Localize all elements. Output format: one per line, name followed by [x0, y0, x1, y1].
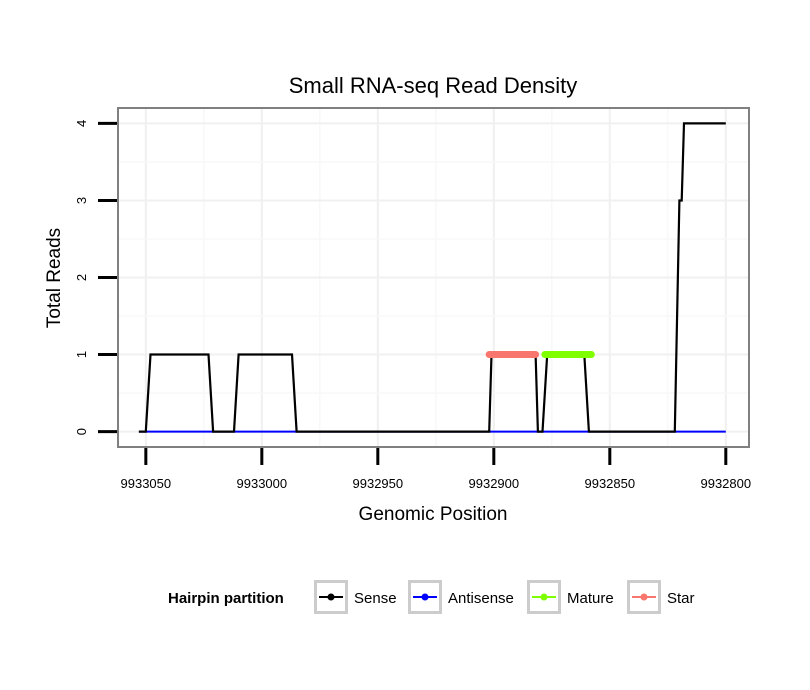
- x-tick-label: 9933000: [237, 476, 288, 491]
- y-tick-label: 4: [74, 120, 89, 127]
- x-tick-label: 9933050: [121, 476, 172, 491]
- y-tick-label: 1: [74, 351, 89, 358]
- plot-panel: [117, 107, 750, 448]
- chart-title: Small RNA-seq Read Density: [289, 73, 578, 98]
- y-tick-label: 0: [74, 428, 89, 435]
- legend-label: Star: [667, 590, 695, 607]
- x-tick-label: 9932850: [584, 476, 635, 491]
- legend-item-star: Star: [627, 580, 695, 614]
- legend-item-mature: Mature: [527, 580, 614, 614]
- legend-title: Hairpin partition: [168, 590, 284, 607]
- y-tick-label: 3: [74, 197, 89, 204]
- legend-item-antisense: Antisense: [408, 580, 514, 614]
- x-tick-label: 9932950: [353, 476, 404, 491]
- series-layer: [138, 122, 726, 433]
- y-tick-label: 2: [74, 274, 89, 281]
- legend-key-point: [421, 593, 429, 601]
- y-axis: 0 1 2 3 4: [74, 120, 117, 435]
- grid: [118, 108, 749, 447]
- legend-item-sense: Sense: [314, 580, 397, 614]
- x-tick-label: 9932900: [469, 476, 520, 491]
- x-axis: 9933050 9933000 9932950 9932900 9932850 99328…: [121, 448, 751, 491]
- x-axis-title: Genomic Position: [359, 504, 508, 525]
- legend-label: Sense: [354, 590, 397, 607]
- legend-label: Mature: [567, 590, 614, 607]
- legend-key-point: [540, 593, 548, 601]
- legend-key-point: [327, 593, 335, 601]
- legend: Hairpin partition Sense Antisense Mature St…: [168, 580, 695, 614]
- x-tick-label: 9932800: [700, 476, 751, 491]
- legend-items: Sense Antisense Mature Star: [314, 580, 695, 614]
- legend-label: Antisense: [448, 590, 514, 607]
- legend-key-point: [640, 593, 648, 601]
- y-axis-title: Total Reads: [44, 228, 65, 328]
- panel-border: [117, 107, 750, 448]
